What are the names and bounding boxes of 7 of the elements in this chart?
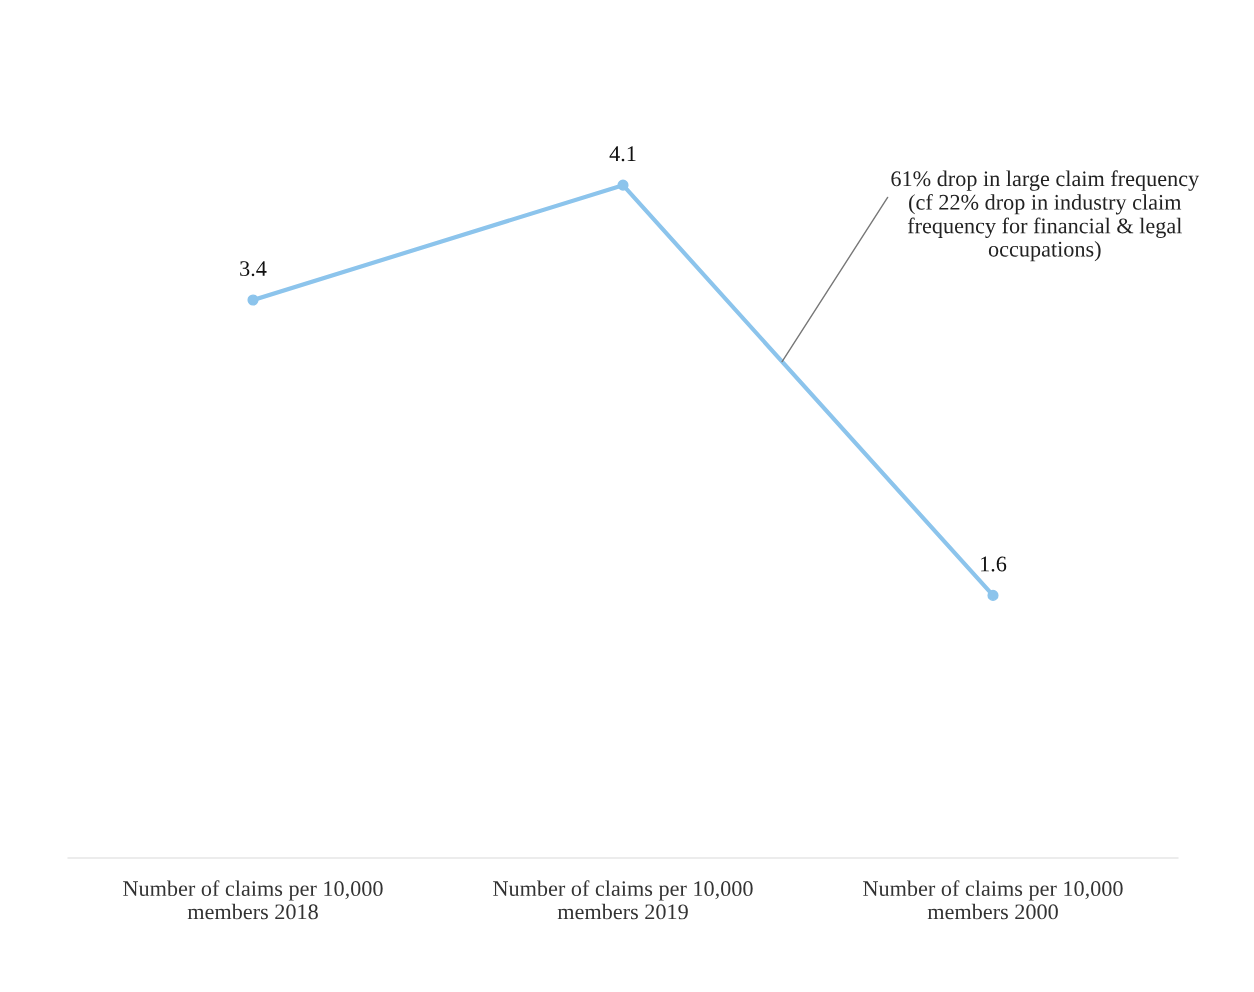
data-label: 4.1 xyxy=(609,146,636,162)
x-tick-label: Number of claims per 10,000 members 2000 xyxy=(863,880,1123,920)
x-tick-label: Number of claims per 10,000 members 2019 xyxy=(493,880,753,920)
annotation: 61% drop in large claim frequency (cf 22% drop in industry claim frequency for financial & legal occupations) xyxy=(891,170,1200,262)
data-label: 1.6 xyxy=(981,556,1007,572)
data-label: 3.4 xyxy=(240,261,267,277)
x-tick-label: Number of claims per 10,000 members 2018 xyxy=(123,880,383,920)
